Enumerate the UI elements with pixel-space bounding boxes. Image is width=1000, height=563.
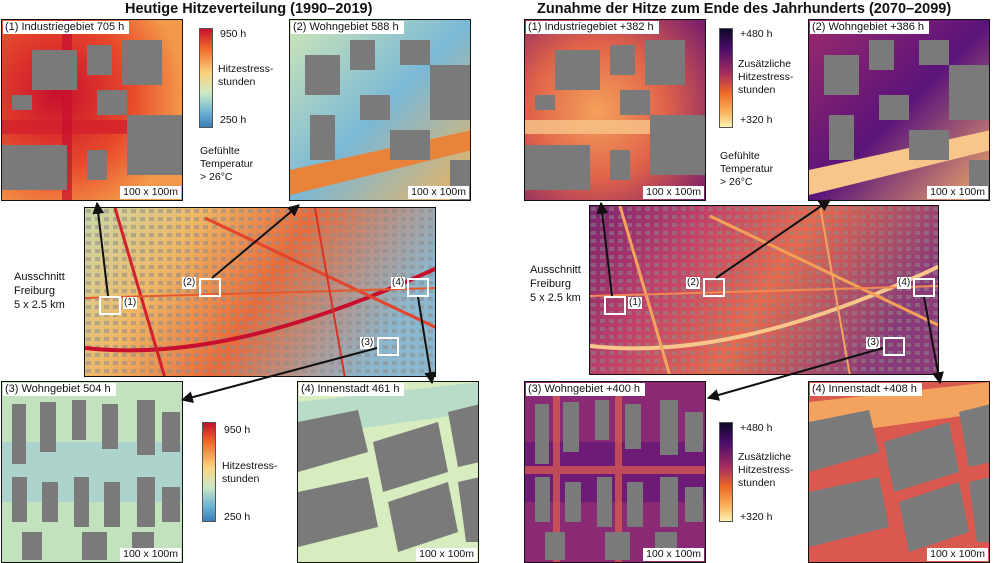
left-legend2-min: 250 h xyxy=(224,511,251,523)
tile-label: (4) Innenstadt +408 h xyxy=(810,383,922,396)
left-map-caption: Ausschnitt Freiburg 5 x 2.5 km xyxy=(14,271,65,311)
tile-label: (2) Wohngebiet 588 h xyxy=(291,21,404,34)
right-tile-industriegebiet: (1) Industriegebiet +382 h 100 x 100m xyxy=(524,19,706,201)
tile-label: (4) Innenstadt 461 h xyxy=(299,383,405,396)
tile-scale: 100 x 100m xyxy=(408,186,469,199)
right-map-marker-4 xyxy=(913,278,935,297)
right-legend-max: +480 h xyxy=(740,28,773,40)
tile-label: (1) Industriegebiet 705 h xyxy=(3,21,130,34)
marker-label: (3) xyxy=(866,337,881,349)
right-temp-note: Gefühlte Temperatur > 26°C xyxy=(720,150,774,188)
right-tile-wohngebiet-2: (2) Wohngebiet +386 h 100 x 100m xyxy=(808,19,990,201)
marker-label: (3) xyxy=(360,337,375,349)
right-legend-colorbar-2 xyxy=(719,422,733,522)
left-tile-industriegebiet: (1) Industriegebiet 705 h 100 x 100m xyxy=(1,19,183,201)
left-legend-min: 250 h xyxy=(220,114,247,126)
right-panel-title: Zunahme der Hitze zum Ende des Jahrhunde… xyxy=(537,1,952,17)
left-legend-title: Hitzestress- stunden xyxy=(218,63,274,88)
heatmap-tile-image xyxy=(809,382,989,562)
left-map-marker-4 xyxy=(407,278,429,297)
left-legend-colorbar-2 xyxy=(202,422,216,522)
left-map-marker-3 xyxy=(377,337,399,356)
marker-label: (4) xyxy=(391,277,406,289)
left-legend-colorbar xyxy=(199,28,213,128)
tile-label: (3) Wohngebiet +400 h xyxy=(526,383,646,396)
tile-scale: 100 x 100m xyxy=(927,186,988,199)
left-legend-max: 950 h xyxy=(220,28,247,40)
heatmap-tile-image xyxy=(2,20,182,200)
right-map-caption: Ausschnitt Freiburg 5 x 2.5 km xyxy=(530,264,581,304)
marker-label: (1) xyxy=(628,297,643,309)
right-tile-innenstadt: (4) Innenstadt +408 h 100 x 100m xyxy=(808,381,990,563)
marker-label: (2) xyxy=(686,277,701,289)
right-legend-colorbar xyxy=(719,28,733,128)
tile-scale: 100 x 100m xyxy=(927,548,988,561)
heatmap-tile-image xyxy=(290,20,470,200)
tile-scale: 100 x 100m xyxy=(416,548,477,561)
left-tile-innenstadt: (4) Innenstadt 461 h 100 x 100m xyxy=(297,381,479,563)
right-map-marker-3 xyxy=(883,337,905,356)
left-tile-wohngebiet-2: (2) Wohngebiet 588 h 100 x 100m xyxy=(289,19,471,201)
right-legend-title: Zusätzliche Hitzestress- stunden xyxy=(738,58,794,96)
right-legend2-min: +320 h xyxy=(740,511,773,523)
left-map-marker-1 xyxy=(99,296,121,315)
right-map-marker-1 xyxy=(604,296,626,315)
right-map-marker-2 xyxy=(703,278,725,297)
left-panel-title: Heutige Hitzeverteilung (1990–2019) xyxy=(125,1,373,17)
left-legend2-title: Hitzestress- stunden xyxy=(222,460,278,485)
tile-label: (1) Industriegebiet +382 h xyxy=(526,21,659,34)
tile-label: (2) Wohngebiet +386 h xyxy=(810,21,930,34)
heatmap-tile-image xyxy=(525,382,705,562)
marker-label: (4) xyxy=(897,277,912,289)
marker-label: (2) xyxy=(182,277,197,289)
heatmap-tile-image xyxy=(809,20,989,200)
left-temp-note: Gefühlte Temperatur > 26°C xyxy=(200,145,254,183)
tile-scale: 100 x 100m xyxy=(120,548,181,561)
tile-label: (3) Wohngebiet 504 h xyxy=(3,383,116,396)
heatmap-tile-image xyxy=(2,382,182,562)
tile-scale: 100 x 100m xyxy=(120,186,181,199)
tile-scale: 100 x 100m xyxy=(643,186,704,199)
left-map-marker-2 xyxy=(199,278,221,297)
right-tile-wohngebiet-3: (3) Wohngebiet +400 h 100 x 100m xyxy=(524,381,706,563)
marker-label: (1) xyxy=(123,297,138,309)
right-legend-min: +320 h xyxy=(740,114,773,126)
heatmap-tile-image xyxy=(525,20,705,200)
right-legend2-max: +480 h xyxy=(740,422,773,434)
left-tile-wohngebiet-3: (3) Wohngebiet 504 h 100 x 100m xyxy=(1,381,183,563)
left-legend2-max: 950 h xyxy=(224,424,251,436)
right-legend2-title: Zusätzliche Hitzestress- stunden xyxy=(738,451,794,489)
heatmap-tile-image xyxy=(298,382,478,562)
tile-scale: 100 x 100m xyxy=(643,548,704,561)
